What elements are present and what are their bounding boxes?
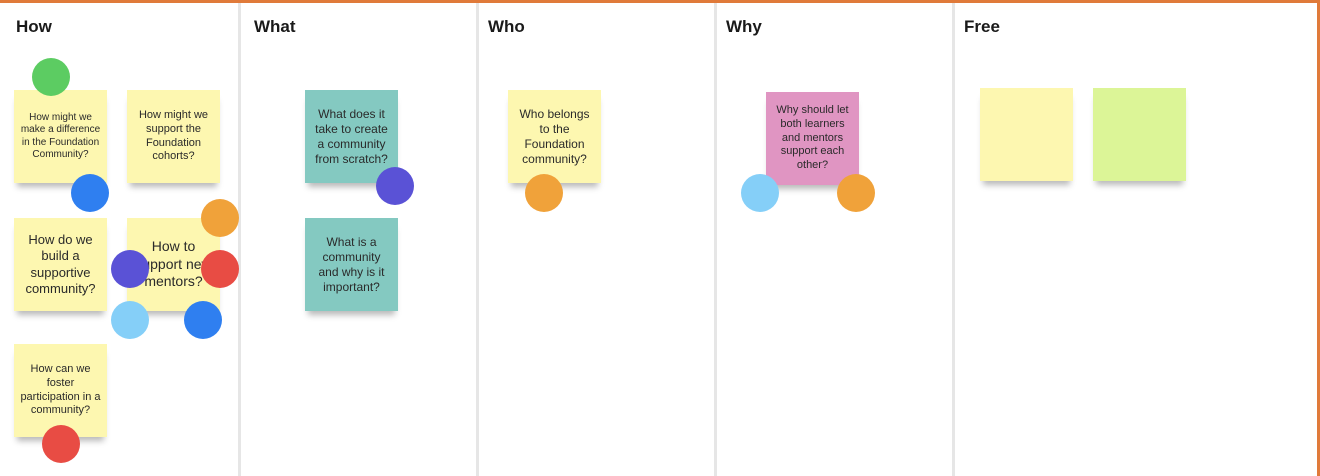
vote-dot-orange[interactable] xyxy=(201,199,239,237)
sticky-note[interactable]: What does it take to create a community … xyxy=(305,90,398,183)
vote-dot-indigo[interactable] xyxy=(376,167,414,205)
column-divider xyxy=(952,3,955,476)
vote-dot-orange[interactable] xyxy=(525,174,563,212)
vote-dot-blue[interactable] xyxy=(71,174,109,212)
sticky-note-blank[interactable] xyxy=(980,88,1073,181)
sticky-note[interactable]: What is a community and why is it import… xyxy=(305,218,398,311)
column-title-free: Free xyxy=(964,17,1000,36)
vote-dot-green[interactable] xyxy=(32,58,70,96)
sticky-note[interactable]: How might we support the Foundation coho… xyxy=(127,90,220,183)
vote-dot-red[interactable] xyxy=(201,250,239,288)
sticky-note[interactable]: Who belongs to the Foundation community? xyxy=(508,90,601,183)
vote-dot-light-blue[interactable] xyxy=(111,301,149,339)
vote-dot-light-blue[interactable] xyxy=(741,174,779,212)
vote-dot-red[interactable] xyxy=(42,425,80,463)
vote-dot-indigo[interactable] xyxy=(111,250,149,288)
column-title-what: What xyxy=(254,17,296,36)
sticky-note[interactable]: How might we make a difference in the Fo… xyxy=(14,90,107,183)
sticky-note[interactable]: Why should let both learners and mentors… xyxy=(766,92,859,185)
sticky-note[interactable]: How can we foster participation in a com… xyxy=(14,344,107,437)
column-title-who: Who xyxy=(488,17,525,36)
column-title-why: Why xyxy=(726,17,762,36)
sticky-note[interactable]: How do we build a supportive community? xyxy=(14,218,107,311)
column-title-how: How xyxy=(16,17,52,36)
column-divider xyxy=(476,3,479,476)
vote-dot-orange[interactable] xyxy=(837,174,875,212)
vote-dot-blue[interactable] xyxy=(184,301,222,339)
column-divider xyxy=(238,3,241,476)
sticky-note-blank[interactable] xyxy=(1093,88,1186,181)
column-divider xyxy=(714,3,717,476)
